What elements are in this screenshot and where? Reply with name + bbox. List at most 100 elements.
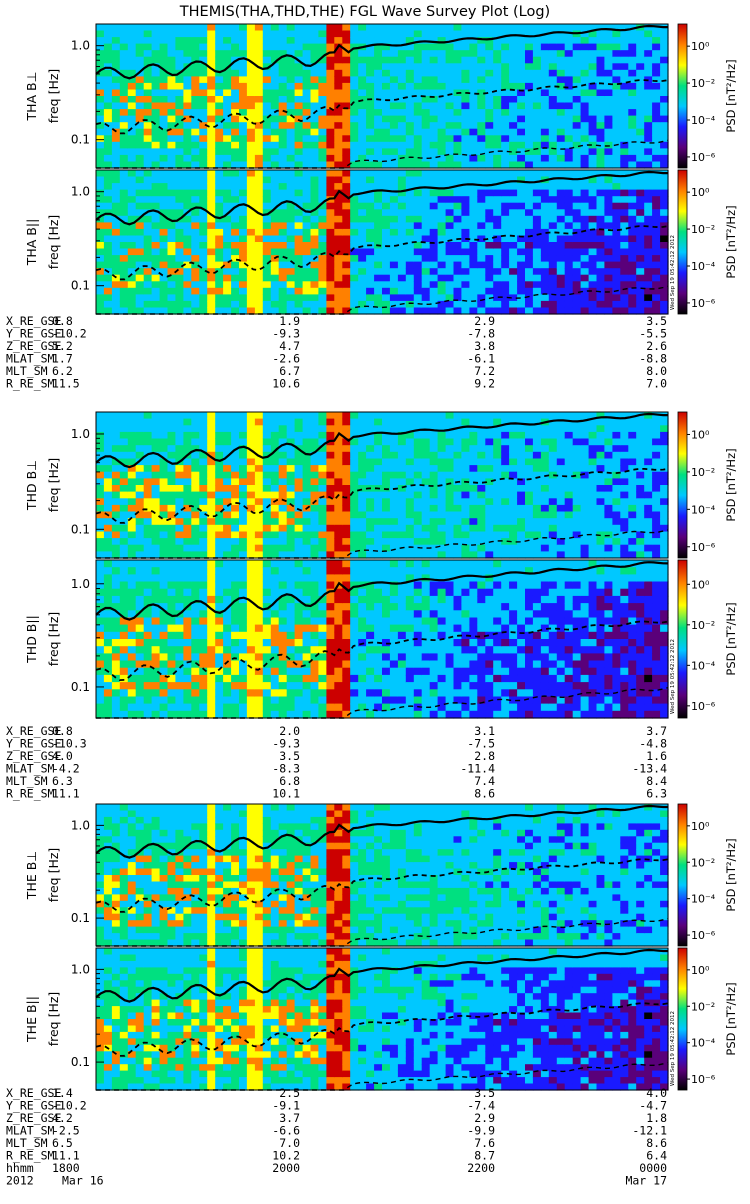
spectrogram-cell — [223, 222, 232, 229]
spectrogram-cell — [604, 419, 613, 426]
spectrogram-cell — [128, 281, 137, 288]
spectrogram-cell — [374, 37, 383, 44]
spectrogram-cell — [604, 294, 613, 301]
spectrogram-cell — [604, 545, 613, 552]
spectrogram-cell — [96, 249, 105, 256]
spectrogram-cell — [175, 37, 184, 44]
spectrogram-cell — [477, 109, 486, 116]
spectrogram-cell — [326, 209, 335, 216]
spectrogram-cell — [398, 518, 407, 525]
spectrogram-cell — [271, 177, 280, 184]
spectrogram-cell — [628, 96, 637, 103]
spectrogram-cell — [112, 632, 121, 640]
spectrogram-cell — [334, 545, 343, 552]
spectrogram-cell — [223, 525, 232, 532]
spectrogram-cell — [223, 190, 232, 197]
spectrogram-cell — [366, 459, 375, 466]
spectrogram-cell — [660, 538, 669, 545]
spectrogram-cell — [96, 255, 105, 262]
spectrogram-cell — [493, 452, 502, 459]
spectrogram-cell — [557, 196, 566, 203]
spectrogram-cell — [525, 294, 534, 301]
spectrogram-cell — [454, 512, 463, 519]
spectrogram-cell — [549, 142, 558, 149]
spectrogram-cell — [255, 288, 264, 295]
spectrogram-cell — [573, 209, 582, 216]
spectrogram-cell — [215, 242, 224, 249]
spectrogram-cell — [461, 83, 470, 90]
spectrogram-cell — [112, 222, 121, 229]
spectrogram-cell — [271, 281, 280, 288]
spectrogram-cell — [446, 155, 455, 162]
spectrogram-cell — [239, 465, 248, 472]
spectrogram-cell — [557, 37, 566, 44]
spectrogram-cell — [199, 50, 208, 57]
spectrogram-cell — [390, 103, 399, 110]
spectrogram-cell — [199, 83, 208, 90]
spectrogram-cell — [334, 445, 343, 452]
spectrogram-cell — [501, 24, 510, 31]
spectrogram-cell — [541, 525, 550, 532]
spectrogram-cell — [231, 465, 240, 472]
spectrogram-cell — [255, 439, 264, 446]
spectrogram-cell — [263, 275, 272, 282]
spectrogram-cell — [263, 103, 272, 110]
spectrogram-cell — [160, 196, 169, 203]
spectrogram-cell — [374, 492, 383, 499]
spectrogram-cell — [239, 129, 248, 136]
spectrogram-cell — [231, 222, 240, 229]
spectrogram-cell — [279, 116, 288, 123]
spectrogram-cell — [144, 492, 153, 499]
spectrogram-cell — [581, 236, 590, 243]
spectrogram-cell — [493, 485, 502, 492]
spectrogram-cell — [597, 44, 606, 51]
spectrogram-cell — [295, 492, 304, 499]
spectrogram-cell — [215, 57, 224, 64]
spectrogram-cell — [358, 129, 367, 136]
spectrogram-cell — [628, 122, 637, 129]
spectrogram-cell — [469, 242, 478, 249]
spectrogram-cell — [271, 116, 280, 123]
spectrogram-cell — [255, 301, 264, 308]
spectrogram-cell — [604, 103, 613, 110]
spectrogram-cell — [485, 262, 494, 269]
spectrogram-cell — [461, 275, 470, 282]
spectrogram-cell — [104, 498, 113, 505]
spectrogram-cell — [414, 412, 423, 419]
spectrogram-cell — [430, 116, 439, 123]
spectrogram-cell — [430, 249, 439, 256]
spectrogram-cell — [612, 222, 621, 229]
spectrogram-cell — [541, 196, 550, 203]
colorbar-tick-label: 10⁻⁴ — [691, 503, 716, 516]
spectrogram-cell — [239, 268, 248, 275]
spectrogram-cell — [358, 275, 367, 282]
spectrogram-cell — [223, 170, 232, 177]
spectrogram-cell — [271, 196, 280, 203]
spectrogram-cell — [223, 183, 232, 190]
spectrogram-cell — [398, 249, 407, 256]
spectrogram-cell — [461, 96, 470, 103]
spectrogram-cell — [358, 216, 367, 223]
spectrogram-cell — [533, 170, 542, 177]
spectrogram-cell — [398, 268, 407, 275]
spectrogram-cell — [430, 419, 439, 426]
spectrogram-cell — [136, 203, 145, 210]
spectrogram-cell — [120, 525, 129, 532]
spectrogram-cell — [104, 625, 113, 633]
spectrogram-cell — [573, 478, 582, 485]
spectrogram-cell — [279, 268, 288, 275]
spectrogram-cell — [303, 44, 312, 51]
spectrogram-cell — [311, 155, 320, 162]
spectrogram-cell — [295, 512, 304, 519]
spectrogram-cell — [366, 31, 375, 38]
spectrogram-cell — [366, 425, 375, 432]
spectrogram-cell — [533, 255, 542, 262]
spectrogram-cell — [239, 209, 248, 216]
spectrogram-cell — [414, 538, 423, 545]
spectrogram-cell — [398, 170, 407, 177]
spectrogram-cell — [120, 148, 129, 155]
spectrogram-cell — [533, 209, 542, 216]
spectrogram-cell — [295, 129, 304, 136]
spectrogram-cell — [326, 281, 335, 288]
spectrogram-cell — [430, 275, 439, 282]
